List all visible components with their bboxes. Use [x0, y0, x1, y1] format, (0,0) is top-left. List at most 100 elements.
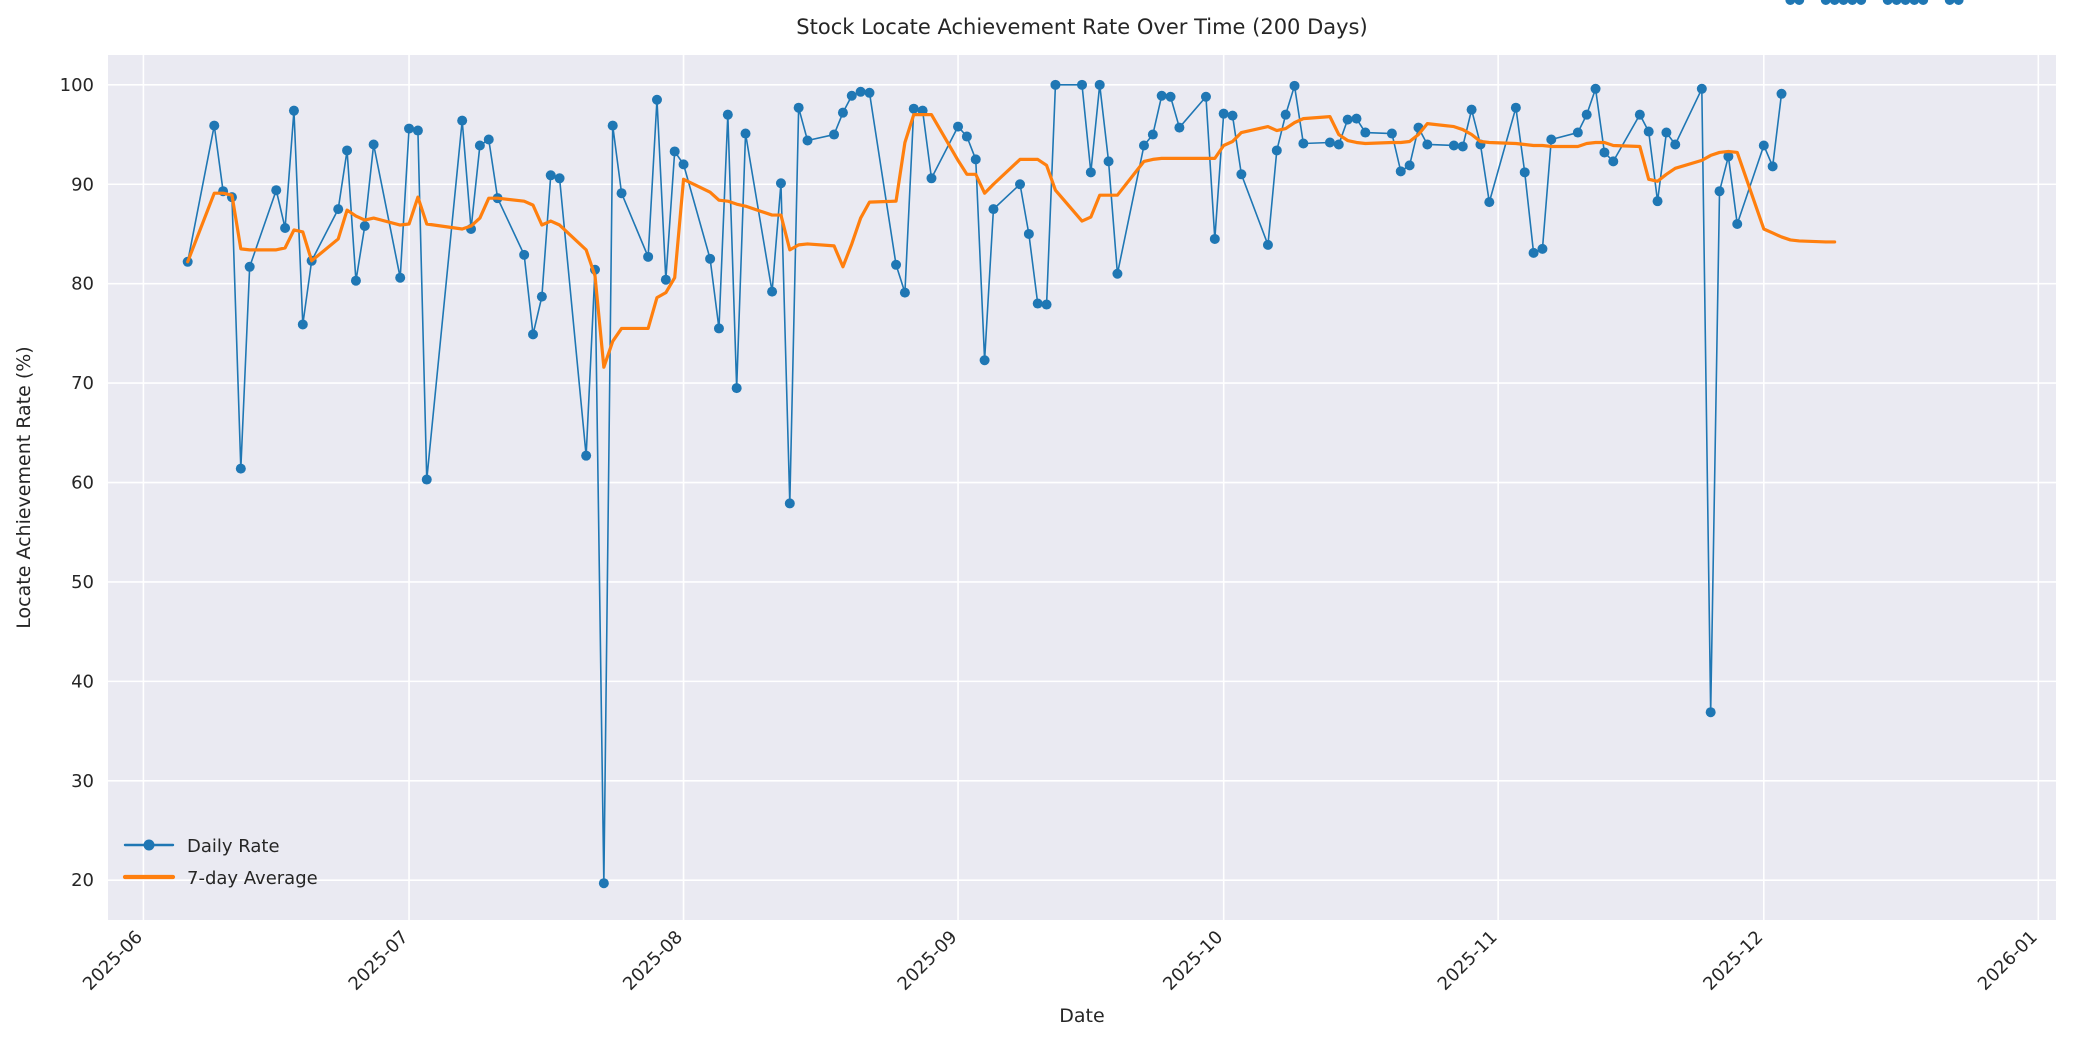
- data-point-marker: [1758, 140, 1769, 151]
- data-point-marker: [846, 90, 857, 101]
- data-point-marker: [1670, 139, 1681, 150]
- y-tick-label: 30: [71, 771, 94, 792]
- data-point-marker: [1714, 186, 1725, 197]
- data-point-marker: [1900, 0, 1911, 5]
- data-point-marker: [837, 107, 848, 118]
- data-point-marker: [554, 173, 565, 184]
- data-point-marker: [1944, 0, 1955, 5]
- data-point-marker: [767, 286, 778, 297]
- data-point-marker: [651, 94, 662, 105]
- data-point-marker: [1174, 122, 1185, 133]
- data-point-marker: [775, 178, 786, 189]
- data-point-marker: [528, 329, 539, 340]
- data-point-marker: [342, 145, 353, 156]
- series-seven-day-average: [186, 113, 1837, 369]
- data-point-marker: [1360, 127, 1371, 138]
- data-point-marker: [979, 355, 990, 366]
- data-point-marker: [1519, 167, 1530, 178]
- data-point-marker: [1209, 233, 1220, 244]
- data-point-marker: [1847, 0, 1858, 5]
- data-point-marker: [1103, 156, 1114, 167]
- data-point-marker: [1032, 298, 1043, 309]
- data-point-marker: [722, 109, 733, 120]
- data-point-marker: [988, 204, 999, 215]
- data-point-marker: [891, 259, 902, 270]
- data-point-marker: [713, 323, 724, 334]
- y-axis-ticks: 20 30 40 50 60 70 80 90 100: [60, 75, 94, 891]
- data-point-marker: [235, 463, 246, 474]
- data-point-marker: [1085, 167, 1096, 178]
- data-point-marker: [1909, 0, 1920, 5]
- data-point-marker: [1262, 239, 1273, 250]
- data-point-marker: [1138, 140, 1149, 151]
- data-point-marker: [793, 102, 804, 113]
- legend-entry[interactable]: Daily Rate: [123, 836, 280, 857]
- data-point-marker: [1466, 104, 1477, 115]
- series-line: [186, 113, 1837, 369]
- data-point-marker: [536, 291, 547, 302]
- data-point-marker: [474, 140, 485, 151]
- data-point-marker: [1820, 0, 1831, 5]
- legend-swatch-marker: [143, 839, 155, 851]
- data-point-marker: [1023, 228, 1034, 239]
- data-point-marker: [1484, 197, 1495, 208]
- series-daily-rate: [182, 0, 1964, 889]
- data-point-marker: [1041, 299, 1052, 310]
- data-point-marker: [457, 115, 468, 126]
- data-point-marker: [1785, 0, 1796, 5]
- data-point-marker: [1422, 139, 1433, 150]
- data-point-marker: [1891, 0, 1902, 5]
- data-point-marker: [740, 128, 751, 139]
- data-point-marker: [1537, 243, 1548, 254]
- y-tick-label: 20: [71, 870, 94, 891]
- data-point-marker: [1767, 161, 1778, 172]
- data-point-marker: [1271, 145, 1282, 156]
- data-point-marker: [1156, 90, 1167, 101]
- data-point-marker: [1634, 109, 1645, 120]
- data-point-marker: [864, 87, 875, 98]
- data-point-marker: [899, 287, 910, 298]
- legend-label: Daily Rate: [187, 836, 280, 857]
- data-point-marker: [1112, 268, 1123, 279]
- data-point-marker: [395, 272, 406, 283]
- data-point-marker: [412, 125, 423, 136]
- data-point-marker: [1386, 128, 1397, 139]
- legend-entry[interactable]: 7-day Average: [122, 868, 318, 889]
- data-point-marker: [1077, 79, 1087, 90]
- data-point-marker: [404, 123, 415, 134]
- data-point-marker: [280, 223, 291, 233]
- chart-legend[interactable]: Daily Rate 7-day Average: [122, 836, 318, 889]
- series-line: [186, 84, 1783, 885]
- data-point-marker: [1608, 156, 1619, 167]
- data-point-marker: [616, 188, 627, 199]
- data-point-marker: [359, 221, 370, 232]
- data-point-marker: [705, 253, 716, 264]
- data-point-marker: [802, 135, 813, 146]
- data-point-marker: [1218, 108, 1229, 119]
- data-point-marker: [1289, 80, 1300, 91]
- data-point-marker: [581, 450, 592, 461]
- y-tick-label: 90: [71, 174, 94, 195]
- data-point-marker: [1838, 0, 1849, 5]
- data-point-marker: [1953, 0, 1964, 5]
- data-point-marker: [1643, 126, 1654, 137]
- chart-title: Stock Locate Achievement Rate Over Time …: [796, 15, 1367, 39]
- data-point-marker: [1094, 79, 1105, 90]
- data-point-marker: [660, 274, 671, 285]
- data-point-marker: [1015, 179, 1026, 190]
- data-point-marker: [1510, 102, 1521, 113]
- data-point-marker: [1546, 134, 1557, 145]
- data-point-marker: [1404, 160, 1415, 171]
- data-point-marker: [1298, 138, 1309, 149]
- y-tick-label: 50: [71, 572, 94, 593]
- data-point-marker: [829, 129, 840, 140]
- data-point-marker: [1652, 196, 1663, 207]
- data-point-marker: [970, 154, 981, 165]
- data-point-marker: [678, 159, 689, 170]
- data-point-marker: [1324, 137, 1335, 148]
- data-point-marker: [483, 134, 494, 145]
- data-point-marker: [855, 86, 866, 97]
- data-point-marker: [784, 498, 795, 509]
